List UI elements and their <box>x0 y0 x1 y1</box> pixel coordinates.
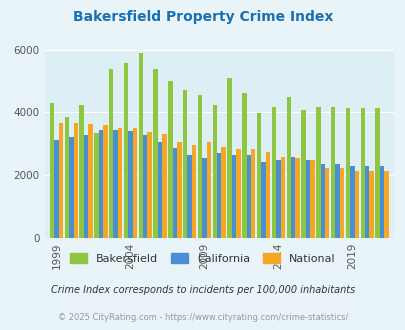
Bar <box>227 78 231 238</box>
Bar <box>94 133 98 238</box>
Bar <box>187 154 192 238</box>
Bar <box>117 128 122 238</box>
Bar <box>138 53 143 238</box>
Bar <box>256 113 261 238</box>
Bar <box>73 123 78 238</box>
Bar <box>128 131 132 238</box>
Bar <box>177 142 181 238</box>
Bar <box>143 135 147 238</box>
Bar <box>153 69 158 238</box>
Bar <box>183 90 187 238</box>
Bar <box>335 164 339 238</box>
Bar <box>350 166 354 238</box>
Bar <box>271 107 275 238</box>
Bar <box>50 103 54 238</box>
Bar <box>261 162 265 238</box>
Bar <box>109 69 113 238</box>
Bar <box>320 164 324 238</box>
Bar <box>315 107 320 238</box>
Bar <box>246 155 250 238</box>
Bar <box>301 110 305 238</box>
Bar <box>330 107 335 238</box>
Bar <box>369 172 373 238</box>
Bar <box>54 141 59 238</box>
Bar <box>280 157 284 238</box>
Bar <box>217 153 221 238</box>
Bar <box>64 116 69 238</box>
Bar <box>206 142 211 238</box>
Bar <box>241 93 246 238</box>
Bar <box>84 135 88 238</box>
Bar <box>221 147 225 238</box>
Bar <box>265 152 270 238</box>
Bar <box>354 172 358 238</box>
Bar <box>290 157 295 238</box>
Bar <box>295 158 299 238</box>
Bar <box>79 105 84 238</box>
Bar <box>231 155 236 238</box>
Bar <box>88 124 92 238</box>
Bar <box>345 109 349 238</box>
Bar <box>147 132 151 238</box>
Text: © 2025 CityRating.com - https://www.cityrating.com/crime-statistics/: © 2025 CityRating.com - https://www.city… <box>58 313 347 322</box>
Bar <box>132 128 137 238</box>
Bar <box>374 109 379 238</box>
Bar <box>309 160 314 238</box>
Bar <box>168 81 172 238</box>
Text: Bakersfield Property Crime Index: Bakersfield Property Crime Index <box>72 10 333 24</box>
Bar <box>360 109 364 238</box>
Bar <box>158 142 162 238</box>
Bar <box>172 148 177 238</box>
Bar <box>103 125 107 238</box>
Bar <box>113 130 117 238</box>
Bar <box>59 123 63 238</box>
Bar <box>250 149 255 238</box>
Bar <box>324 168 328 238</box>
Bar <box>383 172 388 238</box>
Bar <box>339 168 343 238</box>
Bar <box>305 160 309 238</box>
Text: Crime Index corresponds to incidents per 100,000 inhabitants: Crime Index corresponds to incidents per… <box>51 285 354 295</box>
Bar <box>197 95 202 238</box>
Bar <box>379 166 383 238</box>
Bar <box>212 105 217 238</box>
Bar <box>275 160 280 238</box>
Bar <box>364 166 369 238</box>
Bar <box>202 158 206 238</box>
Bar <box>98 130 103 238</box>
Bar <box>236 148 240 238</box>
Bar <box>162 134 166 238</box>
Bar <box>286 96 290 238</box>
Legend: Bakersfield, California, National: Bakersfield, California, National <box>66 249 339 268</box>
Bar <box>69 137 73 238</box>
Bar <box>192 145 196 238</box>
Bar <box>124 63 128 238</box>
